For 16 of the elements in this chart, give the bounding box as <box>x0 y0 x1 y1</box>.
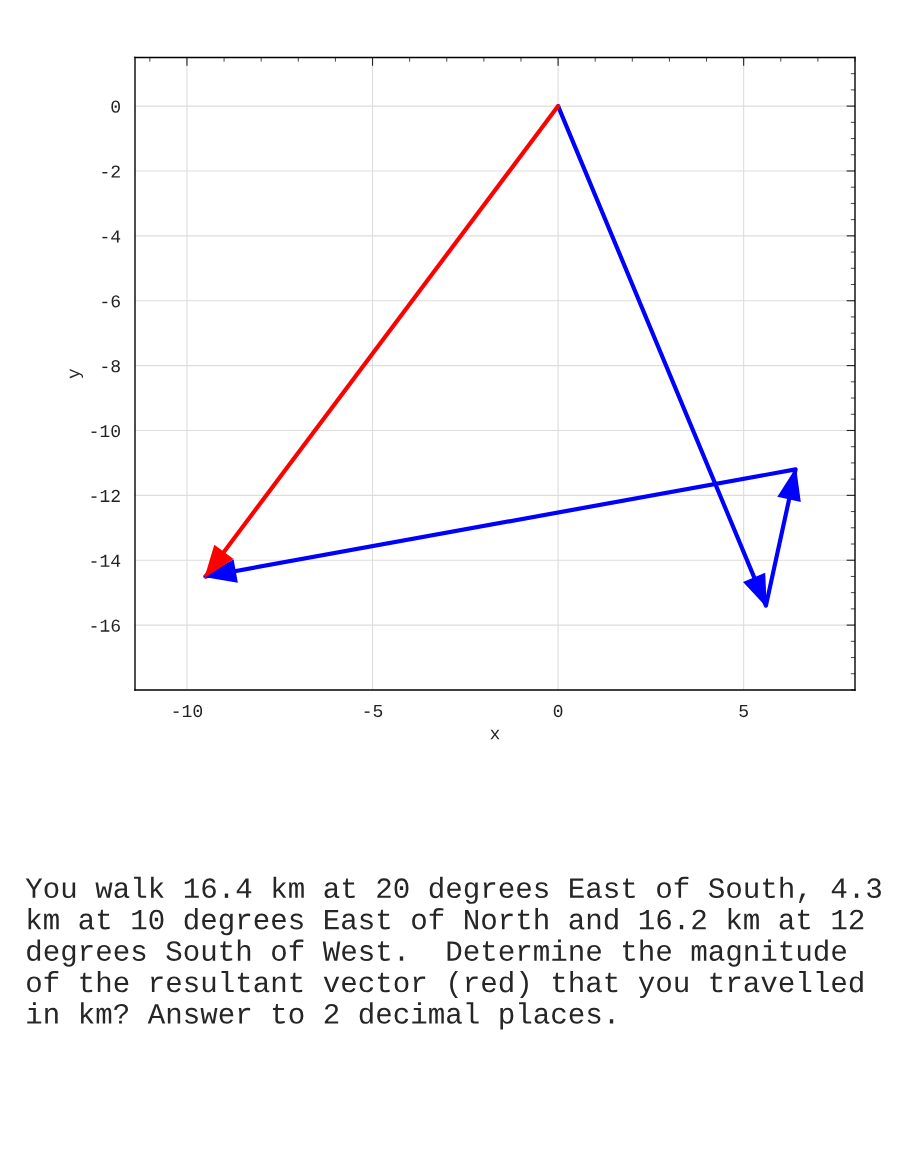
y-tick-label: 0 <box>111 100 120 113</box>
x-tick-label: -5 <box>364 705 383 718</box>
y-tick-label: -8 <box>102 360 120 373</box>
y-tick-label: -10 <box>91 424 120 438</box>
y-tick-label: -12 <box>91 489 120 502</box>
text: You walk 16.4 km at 20 degrees East of South, 4.3 km at 10 degrees East of North and 16.2 km at 12 degrees South of West. Determine the magnitude of the resultant vector (red) that you travelled in km? Answer to 2 decimal places. <box>25 876 881 1030</box>
x-axis-title: x <box>490 729 500 740</box>
y-tick-label: -2 <box>102 165 120 178</box>
x-tick-label: -10 <box>173 704 203 718</box>
y-tick-label: -16 <box>91 619 120 632</box>
y-axis-title: y <box>69 368 84 379</box>
y-tick-label: -4 <box>102 230 121 243</box>
y-tick-label: -14 <box>91 554 121 567</box>
x-tick-label: 5 <box>739 705 748 718</box>
y-tick-label: -6 <box>102 295 120 308</box>
x-tick-label: 0 <box>553 704 563 718</box>
